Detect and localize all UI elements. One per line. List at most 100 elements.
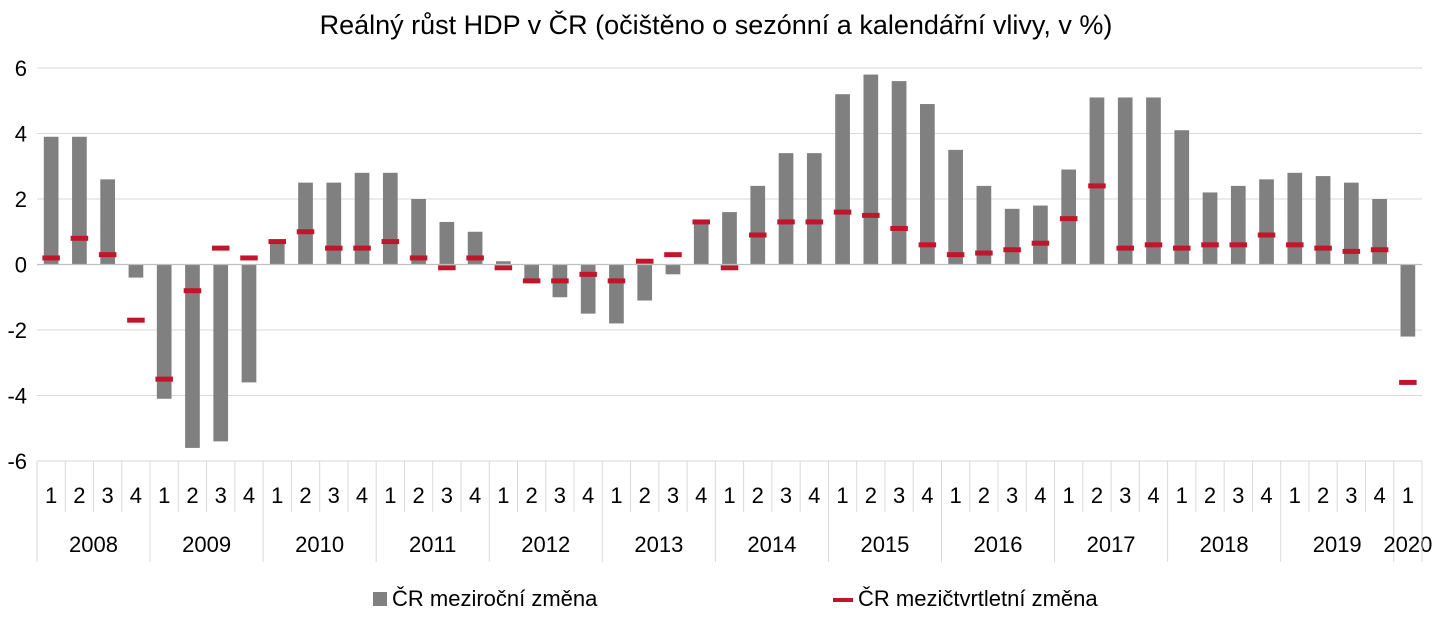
bar — [693, 221, 709, 265]
quarter-label: 2 — [1317, 483, 1329, 508]
bar — [269, 241, 285, 265]
quarter-label: 4 — [1260, 483, 1272, 508]
quarter-label: 2 — [752, 483, 764, 508]
marker-point — [607, 278, 626, 284]
legend-swatch-marker — [833, 598, 853, 602]
year-label: 2020 — [1383, 532, 1432, 557]
quarter-label: 2 — [186, 483, 198, 508]
quarter-label: 1 — [610, 483, 622, 508]
bar — [1315, 176, 1331, 265]
quarter-label: 2 — [412, 483, 424, 508]
bar — [1259, 179, 1274, 265]
marker-point — [946, 252, 965, 258]
marker-point — [127, 317, 145, 323]
bar — [156, 264, 172, 399]
bar — [72, 136, 87, 265]
quarter-label: 3 — [1232, 483, 1244, 508]
chart-title: Reálný růst HDP v ČR (očištěno o sezónní… — [320, 9, 1113, 40]
bar — [1089, 97, 1105, 265]
marker-point — [1399, 379, 1417, 385]
legend: ČR meziroční změna ČR mezičtvrtletní změ… — [373, 586, 1098, 611]
quarter-label: 4 — [921, 483, 933, 508]
bar — [100, 179, 116, 265]
bar — [835, 94, 850, 265]
bar — [524, 264, 539, 281]
quarter-label: 3 — [215, 483, 227, 508]
y-tick-label: 0 — [15, 253, 27, 278]
year-label: 2011 — [409, 532, 456, 557]
y-tick-label: 6 — [15, 56, 27, 81]
bar — [1230, 185, 1246, 265]
marker-point — [98, 252, 117, 258]
year-label: 2008 — [69, 532, 118, 557]
marker-point — [296, 229, 315, 235]
bar — [750, 185, 766, 265]
marker-point — [551, 278, 569, 284]
quarter-label: 1 — [949, 483, 961, 508]
bar — [778, 153, 794, 265]
legend-label-bar: ČR meziroční změna — [392, 586, 598, 611]
year-label: 2018 — [1200, 532, 1249, 557]
quarter-label: 3 — [780, 483, 792, 508]
y-axis-ticks: -6 -4 -2 0 2 4 6 — [7, 56, 27, 474]
quarter-label: 1 — [723, 483, 735, 508]
marker-point — [1314, 245, 1332, 251]
marker-point — [1059, 216, 1078, 222]
marker-point — [975, 250, 993, 256]
quarter-label: 3 — [328, 483, 340, 508]
marker-point — [183, 288, 202, 294]
bar — [298, 182, 313, 265]
marker-point — [1342, 248, 1361, 254]
quarter-label: 2 — [1091, 483, 1103, 508]
year-label: 2016 — [974, 532, 1023, 557]
marker-point — [438, 265, 456, 271]
bar — [213, 264, 229, 442]
marker-point — [918, 242, 937, 248]
bar — [43, 136, 59, 265]
quarter-label: 2 — [73, 483, 85, 508]
quarter-label: 4 — [1373, 483, 1385, 508]
marker-point — [833, 209, 852, 215]
y-tick-label: 4 — [15, 122, 27, 147]
marker-point — [664, 252, 682, 258]
bar — [1033, 205, 1048, 265]
year-label: 2013 — [634, 532, 683, 557]
year-label: 2019 — [1313, 532, 1362, 557]
bar — [806, 153, 822, 265]
quarter-label: 1 — [1176, 483, 1188, 508]
bar — [1372, 199, 1387, 265]
marker-point — [522, 278, 541, 284]
marker-point — [1031, 240, 1050, 246]
bar — [637, 264, 653, 301]
bar — [665, 264, 681, 275]
quarter-label: 3 — [893, 483, 905, 508]
legend-swatch-bar — [373, 592, 387, 606]
bar — [1400, 264, 1416, 337]
marker-point — [1286, 242, 1304, 248]
y-tick-label: 2 — [15, 187, 27, 212]
marker-point — [749, 232, 767, 238]
bar — [1202, 192, 1218, 265]
grid-lines — [37, 67, 1422, 462]
quarter-label: 2 — [1204, 483, 1216, 508]
quarter-label: 1 — [45, 483, 57, 508]
quarter-label: 3 — [554, 483, 566, 508]
bar — [326, 182, 342, 265]
bar — [1174, 130, 1190, 265]
bar — [920, 104, 935, 265]
bar — [1004, 208, 1020, 265]
bar — [241, 264, 257, 383]
quarter-label: 1 — [497, 483, 509, 508]
quarter-label: 4 — [1034, 483, 1046, 508]
quarter-label: 4 — [469, 483, 481, 508]
marker-point — [692, 219, 710, 225]
quarter-label: 4 — [243, 483, 255, 508]
quarter-label: 1 — [1289, 483, 1301, 508]
quarter-label: 4 — [130, 483, 142, 508]
bar — [863, 74, 879, 265]
bar — [496, 261, 511, 265]
marker-point — [720, 265, 739, 271]
marker-point — [268, 239, 287, 245]
